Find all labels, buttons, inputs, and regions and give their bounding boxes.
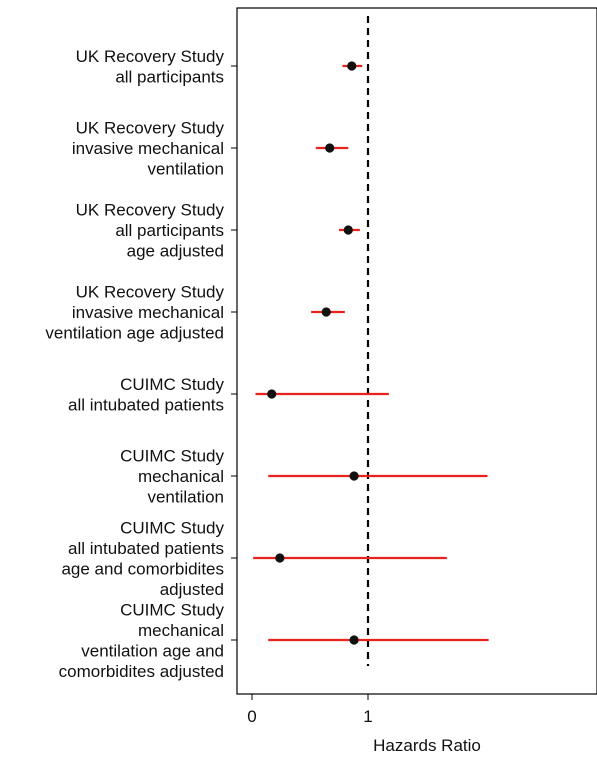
row-label-line: ventilation age and: [81, 641, 224, 660]
row-label-line: invasive mechanical: [72, 139, 224, 158]
row-label-line: age adjusted: [127, 242, 224, 261]
row-label-line: ventilation: [147, 488, 224, 507]
row-label-line: CUIMC Study: [120, 375, 224, 394]
row-label-line: UK Recovery Study: [76, 47, 225, 66]
row-label-line: UK Recovery Study: [76, 119, 225, 138]
point-estimate: [275, 553, 285, 563]
row-label-line: adjusted: [160, 580, 224, 599]
row-label-line: CUIMC Study: [120, 447, 224, 466]
row-label-line: invasive mechanical: [72, 303, 224, 322]
row-label-line: CUIMC Study: [120, 518, 224, 537]
point-estimate: [349, 471, 359, 481]
row-label-line: all participants: [115, 67, 224, 86]
point-estimate: [325, 143, 335, 153]
row-label-line: all participants: [115, 221, 224, 240]
x-tick-label: 0: [247, 707, 256, 726]
row-label-line: UK Recovery Study: [76, 283, 225, 302]
point-estimate: [349, 635, 359, 645]
row-label-line: mechanical: [138, 621, 224, 640]
row-label-line: age and comorbidites: [61, 559, 224, 578]
x-axis-title: Hazards Ratio: [373, 736, 481, 755]
point-estimate: [343, 225, 353, 235]
row-label-line: UK Recovery Study: [76, 201, 225, 220]
row-label-line: CUIMC Study: [120, 600, 224, 619]
row-label-line: ventilation age adjusted: [45, 324, 224, 343]
row-label-line: ventilation: [147, 160, 224, 179]
point-estimate: [267, 389, 277, 399]
point-estimate: [347, 61, 357, 71]
row-label-line: all intubated patients: [68, 539, 224, 558]
x-tick-label: 1: [363, 707, 372, 726]
plot-frame: [236, 7, 597, 695]
row-label-line: comorbidites adjusted: [59, 662, 224, 681]
row-label-line: mechanical: [138, 467, 224, 486]
point-estimate: [321, 307, 331, 317]
row-label-line: all intubated patients: [68, 395, 224, 414]
